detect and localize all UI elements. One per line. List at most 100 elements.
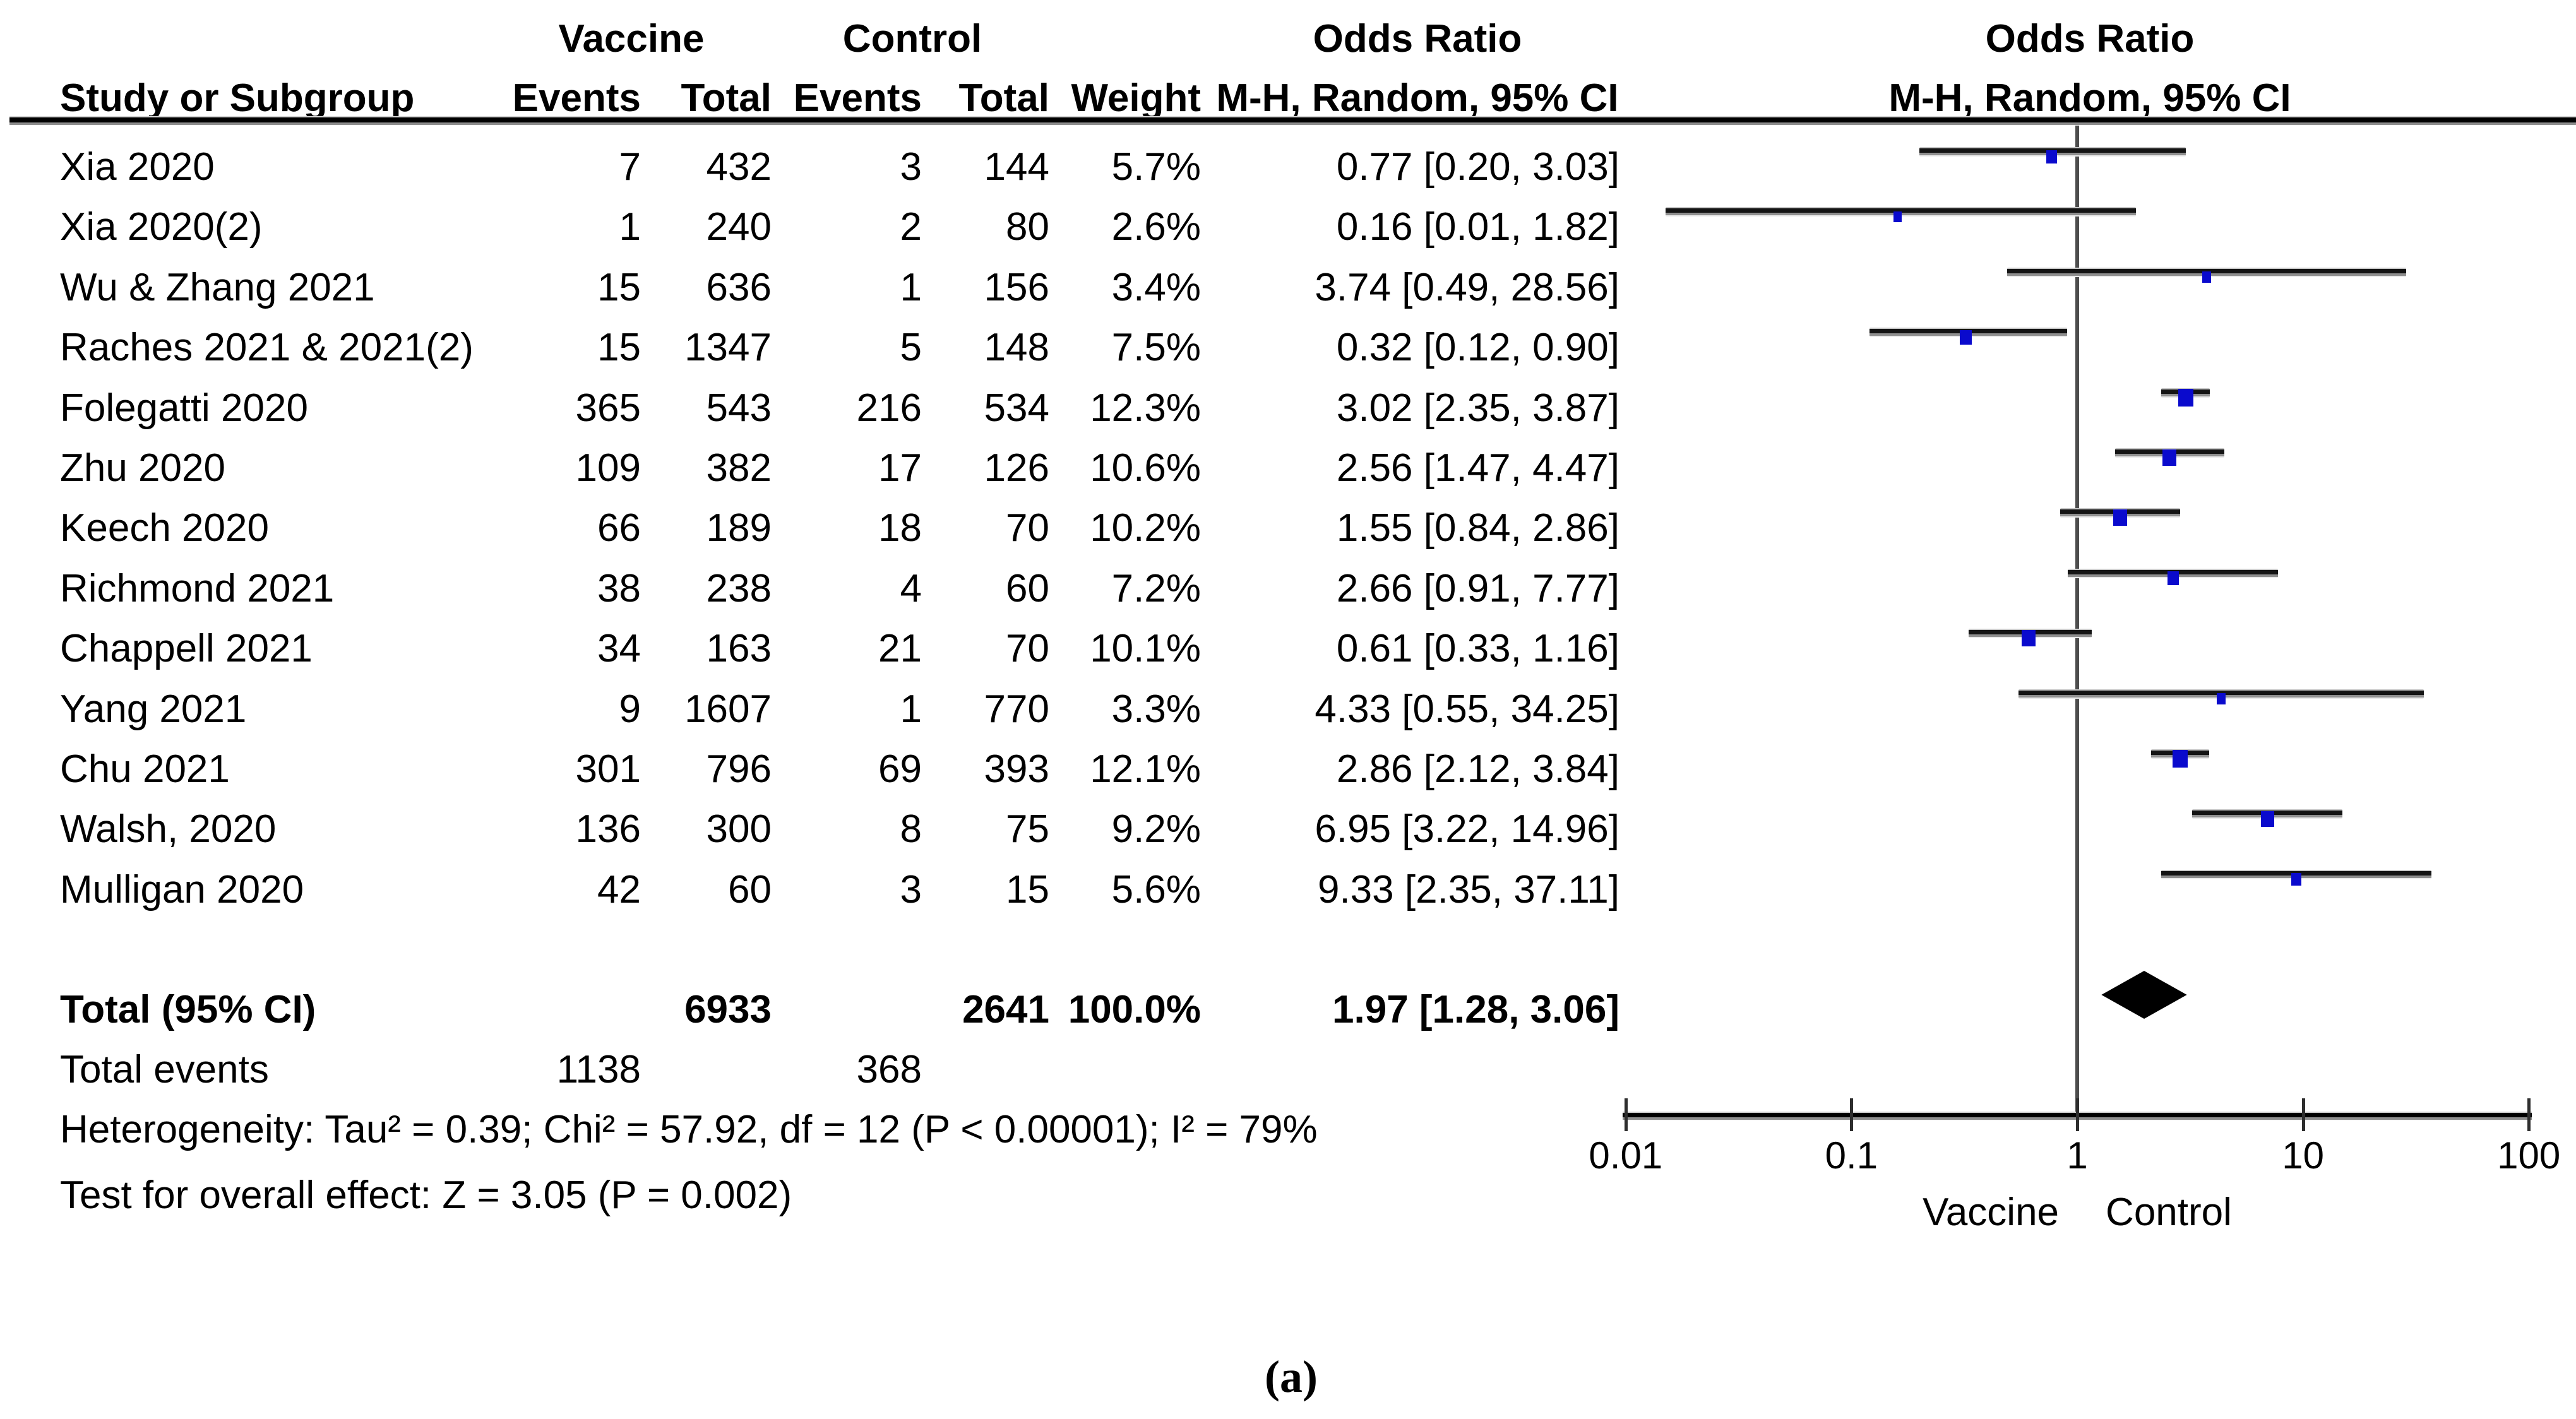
vaccine-events-value: 1 <box>619 205 641 249</box>
weight-value: 7.2% <box>1111 566 1201 610</box>
vaccine-events-value: 34 <box>597 627 641 671</box>
column-header-mh-ci-plot: M-H, Random, 95% CI <box>1888 76 2291 120</box>
vaccine-total-value: 543 <box>706 386 772 430</box>
study-row: Chappell 2021 34 163 21 70 10.1% 0.61 [0.33, 1… <box>0 624 2576 674</box>
no-effect-line <box>2075 126 2079 1116</box>
study-name: Chappell 2021 <box>60 627 313 671</box>
vaccine-events-value: 66 <box>597 506 641 550</box>
study-name: Keech 2020 <box>60 506 269 550</box>
control-events-value: 216 <box>856 386 922 430</box>
control-events-value: 69 <box>878 747 922 791</box>
vaccine-events-value: 365 <box>575 386 641 430</box>
control-total-value: 15 <box>1006 867 1049 911</box>
control-events-value: 8 <box>900 807 922 852</box>
vaccine-total-value: 240 <box>706 205 772 249</box>
control-events-value: 4 <box>900 566 922 610</box>
odds-ratio-value: 1.55 [0.84, 2.86] <box>1336 506 1619 550</box>
total-control-n: 2641 <box>962 988 1049 1031</box>
weight-value: 7.5% <box>1111 326 1201 370</box>
axis-label-vaccine: Vaccine <box>1923 1190 2060 1234</box>
study-row: Raches 2021 & 2021(2) 15 1347 5 148 7.5% 0.32 … <box>0 323 2576 373</box>
control-total-value: 60 <box>1006 566 1049 610</box>
control-events-value: 21 <box>878 627 922 671</box>
weight-value: 12.1% <box>1090 747 1201 791</box>
weight-value: 10.2% <box>1090 506 1201 550</box>
study-row: Richmond 2021 38 238 4 60 7.2% 2.66 [0.91, 7.7… <box>0 564 2576 614</box>
total-row-label: Total (95% CI) <box>60 988 316 1031</box>
odds-ratio-value: 0.32 [0.12, 0.90] <box>1336 326 1619 370</box>
summary-diamond <box>2101 971 2187 1019</box>
study-name: Yang 2021 <box>60 687 247 731</box>
column-header-vaccine-events: Events <box>512 76 641 120</box>
control-events-value: 1 <box>900 265 922 309</box>
axis-label-control: Control <box>2106 1190 2232 1234</box>
vaccine-events-value: 42 <box>597 867 641 911</box>
control-total-value: 770 <box>984 687 1049 731</box>
odds-ratio-value: 0.16 [0.01, 1.82] <box>1336 205 1619 249</box>
study-row: Folegatti 2020 365 543 216 534 12.3% 3.02 [2.3… <box>0 383 2576 434</box>
point-estimate-marker <box>1893 211 1902 222</box>
vaccine-events-value: 7 <box>619 145 641 189</box>
study-row: Wu & Zhang 2021 15 636 1 156 3.4% 3.74 [0.49, … <box>0 263 2576 313</box>
vaccine-events-value: 38 <box>597 566 641 610</box>
total-vaccine-n: 6933 <box>684 988 772 1031</box>
study-row: Yang 2021 9 1607 1 770 3.3% 4.33 [0.55, 34.25] <box>0 684 2576 735</box>
study-row: Xia 2020(2) 1 240 2 80 2.6% 0.16 [0.01, 1.82] <box>0 202 2576 252</box>
control-events-value: 2 <box>900 205 922 249</box>
vaccine-total-value: 796 <box>706 747 772 791</box>
column-group-odds-ratio-text: Odds Ratio <box>1313 17 1522 61</box>
total-events-label: Total events <box>60 1048 269 1091</box>
control-events-value: 3 <box>900 145 922 189</box>
axis-tick-label: 1 <box>2066 1134 2088 1177</box>
total-events-vaccine: 1138 <box>556 1048 641 1091</box>
odds-ratio-value: 0.61 [0.33, 1.16] <box>1336 627 1619 671</box>
vaccine-total-value: 432 <box>706 145 772 189</box>
column-header-vaccine-total: Total <box>681 76 772 120</box>
study-name: Walsh, 2020 <box>60 807 277 852</box>
vaccine-total-value: 60 <box>728 867 772 911</box>
weight-value: 3.3% <box>1111 687 1201 731</box>
study-row: Xia 2020 7 432 3 144 5.7% 0.77 [0.20, 3.03] <box>0 142 2576 193</box>
study-name: Zhu 2020 <box>60 446 225 490</box>
odds-ratio-value: 3.02 [2.35, 3.87] <box>1336 386 1619 430</box>
vaccine-events-value: 9 <box>619 687 641 731</box>
point-estimate-marker <box>2202 271 2211 283</box>
control-events-value: 17 <box>878 446 922 490</box>
axis-tick <box>2076 1098 2079 1131</box>
control-total-value: 75 <box>1006 807 1049 852</box>
study-row: Mulligan 2020 42 60 3 15 5.6% 9.33 [2.35, 37.1… <box>0 865 2576 915</box>
study-row: Walsh, 2020 136 300 8 75 9.2% 6.95 [3.22, 14.9… <box>0 804 2576 855</box>
study-name: Wu & Zhang 2021 <box>60 265 375 309</box>
vaccine-events-value: 15 <box>597 265 641 309</box>
study-name: Xia 2020(2) <box>60 205 263 249</box>
study-row: Chu 2021 301 796 69 393 12.1% 2.86 [2.12, 3.84… <box>0 744 2576 795</box>
odds-ratio-value: 0.77 [0.20, 3.03] <box>1336 145 1619 189</box>
column-header-study: Study or Subgroup <box>60 76 415 120</box>
vaccine-total-value: 1347 <box>684 326 772 370</box>
axis-tick-label: 10 <box>2282 1134 2324 1177</box>
study-name: Chu 2021 <box>60 747 230 791</box>
odds-ratio-value: 2.86 [2.12, 3.84] <box>1336 747 1619 791</box>
control-total-value: 70 <box>1006 627 1049 671</box>
control-total-value: 144 <box>984 145 1049 189</box>
control-events-value: 1 <box>900 687 922 731</box>
column-header-weight: Weight <box>1071 76 1202 120</box>
odds-ratio-value: 6.95 [3.22, 14.96] <box>1315 807 1619 852</box>
vaccine-total-value: 238 <box>706 566 772 610</box>
column-header-control-events: Events <box>793 76 922 120</box>
vaccine-total-value: 636 <box>706 265 772 309</box>
odds-ratio-value: 2.56 [1.47, 4.47] <box>1336 446 1619 490</box>
control-total-value: 156 <box>984 265 1049 309</box>
column-group-control: Control <box>842 17 982 61</box>
study-row: Zhu 2020 109 382 17 126 10.6% 2.56 [1.47, 4.47… <box>0 443 2576 494</box>
axis-tick-label: 0.01 <box>1589 1134 1663 1177</box>
overall-effect-test: Test for overall effect: Z = 3.05 (P = 0… <box>60 1173 792 1217</box>
vaccine-total-value: 382 <box>706 446 772 490</box>
axis-tick-label: 0.1 <box>1825 1134 1878 1177</box>
weight-value: 5.6% <box>1111 867 1201 911</box>
control-events-value: 3 <box>900 867 922 911</box>
weight-value: 9.2% <box>1111 807 1201 852</box>
weight-value: 2.6% <box>1111 205 1201 249</box>
point-estimate-marker <box>2291 872 2301 886</box>
